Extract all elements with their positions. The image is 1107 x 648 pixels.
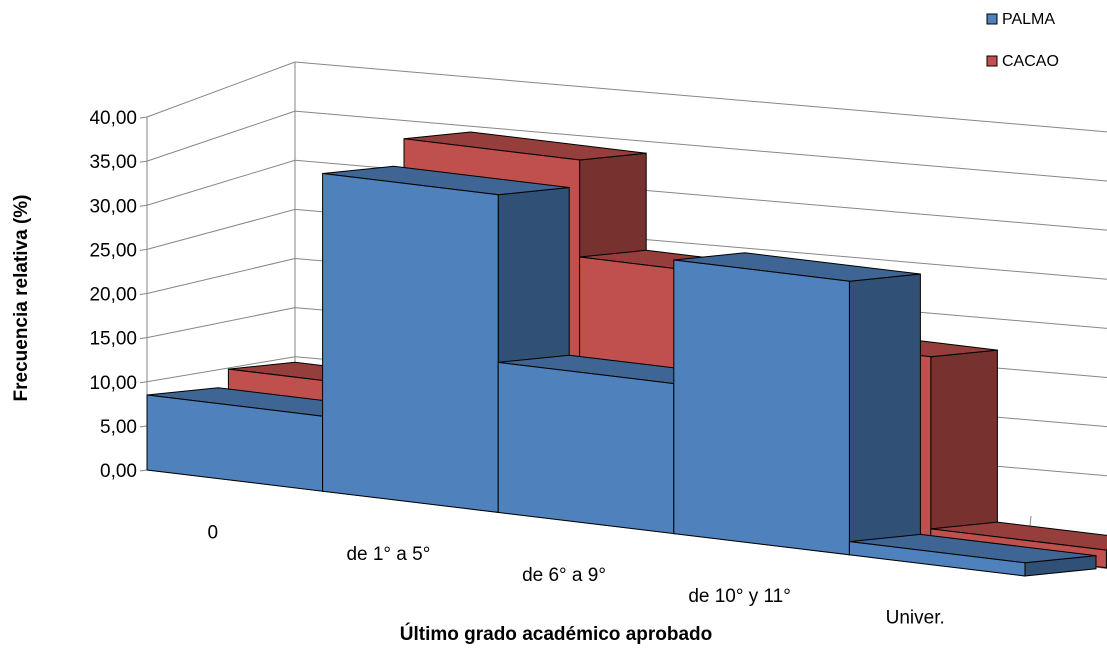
y-tick-mark bbox=[139, 381, 148, 384]
y-tick-label: 0,00 bbox=[100, 461, 137, 482]
y-tick-mark bbox=[139, 293, 148, 295]
gridline bbox=[294, 61, 1107, 133]
y-tick-mark bbox=[139, 469, 148, 472]
y-tick-mark bbox=[139, 160, 148, 163]
bar-front bbox=[848, 541, 1026, 577]
x-tick-label: 0 bbox=[208, 523, 219, 544]
gridline-side bbox=[146, 110, 296, 162]
gridline-side bbox=[146, 61, 296, 118]
y-tick-labels: 0,00 5,00 10,00 15,00 20,00 25,00 30,00 35,00 40… bbox=[89, 108, 137, 482]
y-tick-mark bbox=[139, 337, 148, 340]
x-tick-labels: 0 de 1° a 5° de 6° a 9° de 10° y 11° Univer. bbox=[208, 523, 945, 629]
y-axis-title: Frecuencia relativa (%) bbox=[11, 195, 32, 402]
y-tick-mark bbox=[139, 204, 148, 207]
legend-label-cacao: CACAO bbox=[1002, 53, 1059, 70]
bar-side bbox=[848, 273, 921, 556]
y-tick-label: 25,00 bbox=[89, 240, 137, 261]
series-palma bbox=[146, 165, 1097, 577]
legend: PALMA CACAO bbox=[986, 11, 1059, 70]
bar-palma-4 bbox=[848, 533, 1097, 577]
gridline bbox=[294, 110, 1107, 182]
bar-front bbox=[322, 172, 499, 513]
gridline-side bbox=[146, 208, 296, 250]
y-tick-mark bbox=[139, 116, 148, 119]
x-axis-title: Último grado académico aprobado bbox=[400, 623, 713, 645]
x-tick-label: de 10° y 11° bbox=[688, 586, 791, 607]
bar-front bbox=[497, 361, 675, 535]
y-tick-label: 30,00 bbox=[89, 196, 137, 217]
x-tick-label: de 1° a 5° bbox=[346, 544, 430, 565]
y-tick-label: 5,00 bbox=[100, 417, 137, 438]
x-tick-label: de 6° a 9° bbox=[522, 565, 606, 586]
y-tick-label: 35,00 bbox=[89, 152, 137, 173]
gridline-side bbox=[146, 159, 296, 206]
y-tick-label: 10,00 bbox=[89, 373, 137, 394]
y-tick-label: 20,00 bbox=[89, 285, 137, 306]
gridline-side bbox=[146, 258, 296, 294]
y-tick-mark bbox=[139, 425, 148, 428]
y-tick-label: 15,00 bbox=[89, 329, 137, 350]
y-tick-label: 40,00 bbox=[89, 108, 137, 129]
bar-palma-3 bbox=[673, 252, 921, 556]
y-tick-mark bbox=[139, 248, 148, 251]
legend-swatch-cacao bbox=[986, 55, 998, 67]
legend-swatch-palma bbox=[986, 13, 998, 25]
gridline-side bbox=[146, 356, 296, 383]
x-tick-label: Univer. bbox=[886, 607, 945, 628]
gridline-side bbox=[146, 307, 296, 339]
bar-front bbox=[673, 259, 850, 556]
bar-side bbox=[930, 349, 998, 548]
legend-label-palma: PALMA bbox=[1002, 11, 1055, 28]
